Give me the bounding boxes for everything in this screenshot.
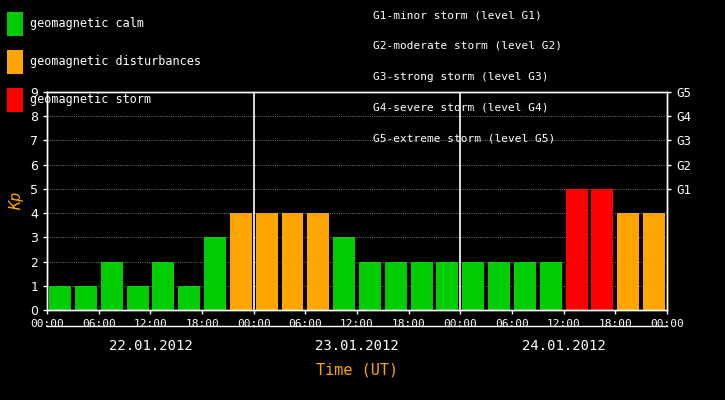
Text: G4-severe storm (level G4): G4-severe storm (level G4) [373,102,549,112]
Text: 23.01.2012: 23.01.2012 [315,339,399,353]
Bar [281,213,304,310]
Text: G2-moderate storm (level G2): G2-moderate storm (level G2) [373,41,563,51]
Bar [230,213,252,310]
Text: geomagnetic storm: geomagnetic storm [30,94,152,106]
Bar [436,262,458,310]
Bar [101,262,123,310]
Bar [152,262,174,310]
Text: geomagnetic calm: geomagnetic calm [30,18,144,30]
Bar [256,213,278,310]
Bar [410,262,433,310]
Text: geomagnetic disturbances: geomagnetic disturbances [30,56,202,68]
Bar [488,262,510,310]
Bar [463,262,484,310]
Bar [385,262,407,310]
Bar [514,262,536,310]
Bar [643,213,665,310]
Bar [592,189,613,310]
Bar [359,262,381,310]
Bar [334,237,355,310]
Bar [307,213,329,310]
Bar [540,262,562,310]
Bar [127,286,149,310]
Bar [49,286,71,310]
Text: 24.01.2012: 24.01.2012 [522,339,605,353]
Text: G1-minor storm (level G1): G1-minor storm (level G1) [373,10,542,20]
Text: Time (UT): Time (UT) [316,362,398,378]
Bar [617,213,639,310]
Text: G3-strong storm (level G3): G3-strong storm (level G3) [373,72,549,82]
Text: 22.01.2012: 22.01.2012 [109,339,192,353]
Bar [75,286,97,310]
Bar [566,189,587,310]
Bar [178,286,200,310]
Bar [204,237,226,310]
Y-axis label: Kp: Kp [9,192,25,210]
Text: G5-extreme storm (level G5): G5-extreme storm (level G5) [373,133,555,143]
